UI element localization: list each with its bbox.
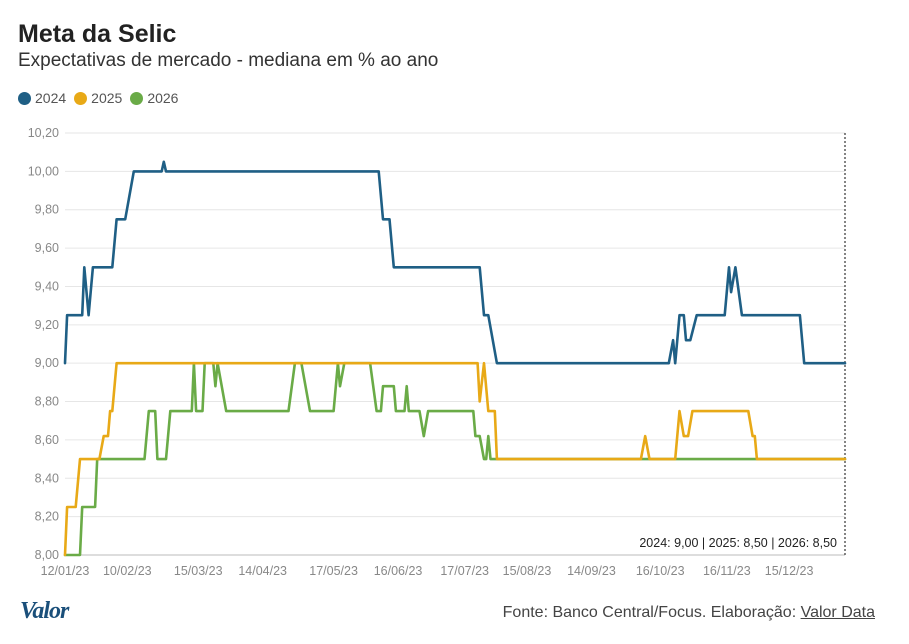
x-tick-label: 16/11/23 bbox=[703, 564, 751, 578]
valor-logo: Valor bbox=[20, 598, 69, 624]
source-link[interactable]: Valor Data bbox=[800, 604, 875, 621]
latest-values-annotation: 2024: 9,00 | 2025: 8,50 | 2026: 8,50 bbox=[639, 536, 837, 550]
y-tick-label: 9,60 bbox=[35, 241, 59, 255]
x-tick-label: 16/10/23 bbox=[636, 564, 685, 578]
y-tick-label: 9,80 bbox=[35, 203, 59, 217]
y-tick-label: 9,40 bbox=[35, 279, 59, 293]
y-tick-label: 8,20 bbox=[35, 510, 59, 524]
y-tick-label: 9,00 bbox=[35, 356, 59, 370]
x-tick-label: 14/09/23 bbox=[567, 564, 616, 578]
x-tick-label: 17/05/23 bbox=[309, 564, 358, 578]
y-tick-label: 10,00 bbox=[28, 164, 59, 178]
chart-title: Meta da Selic bbox=[18, 20, 177, 48]
series-line-2026 bbox=[63, 361, 847, 557]
y-tick-label: 8,40 bbox=[35, 471, 59, 485]
y-tick-label: 8,00 bbox=[35, 548, 59, 562]
x-tick-label: 10/02/23 bbox=[103, 564, 152, 578]
x-tick-label: 16/06/23 bbox=[374, 564, 423, 578]
legend-item-2024: 2024 bbox=[18, 90, 66, 106]
x-tick-label: 15/12/23 bbox=[765, 564, 814, 578]
x-tick-label: 15/03/23 bbox=[174, 564, 223, 578]
y-tick-label: 9,20 bbox=[35, 318, 59, 332]
legend-label-2026: 2026 bbox=[147, 90, 179, 106]
series-line-2025 bbox=[63, 361, 847, 557]
legend-label-2025: 2025 bbox=[91, 90, 123, 106]
y-tick-label: 10,20 bbox=[28, 126, 59, 140]
x-tick-label: 17/07/23 bbox=[440, 564, 489, 578]
source-prefix: Fonte: Banco Central/Focus. Elaboração: bbox=[502, 604, 801, 621]
source-note: Fonte: Banco Central/Focus. Elaboração: … bbox=[503, 604, 875, 622]
x-tick-label: 15/08/23 bbox=[503, 564, 552, 578]
legend: 2024 2025 2026 bbox=[18, 90, 178, 106]
y-tick-label: 8,80 bbox=[35, 395, 59, 409]
legend-dot-2024 bbox=[18, 91, 31, 105]
legend-item-2026: 2026 bbox=[130, 90, 178, 106]
chart-subtitle: Expectativas de mercado - mediana em % a… bbox=[18, 50, 439, 71]
legend-dot-2026 bbox=[130, 91, 144, 105]
legend-dot-2025 bbox=[74, 91, 88, 105]
series-line-2024 bbox=[63, 160, 847, 365]
y-tick-label: 8,60 bbox=[35, 433, 59, 447]
x-tick-label: 12/01/23 bbox=[41, 564, 90, 578]
legend-item-2025: 2025 bbox=[74, 90, 122, 106]
x-tick-label: 14/04/23 bbox=[238, 564, 287, 578]
legend-label-2024: 2024 bbox=[35, 90, 67, 106]
